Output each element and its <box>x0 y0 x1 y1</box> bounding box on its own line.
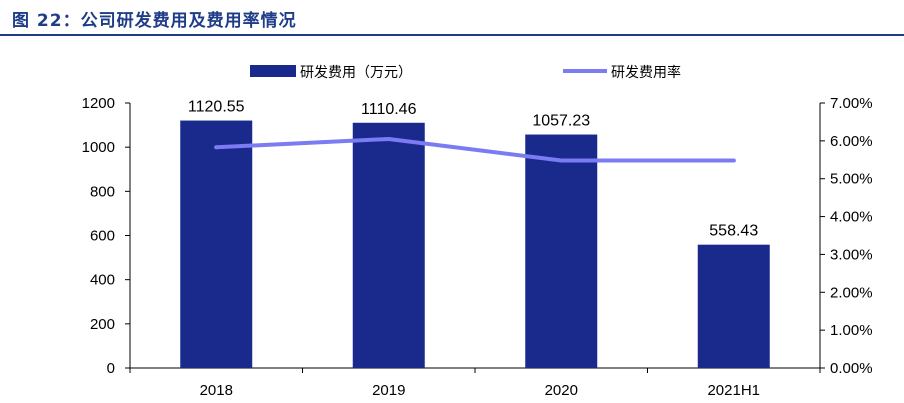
rate-line-path <box>214 136 736 163</box>
rate-point <box>386 136 391 141</box>
x-tick-label: 2021H1 <box>707 382 760 399</box>
bar <box>352 122 425 369</box>
bar <box>180 120 253 368</box>
y-left-tick-label: 200 <box>90 316 115 333</box>
legend: 研发费用（万元） 研发费用率 <box>250 64 681 81</box>
y-right-tick-label: 4.00% <box>830 209 873 226</box>
legend-bar-label: 研发费用（万元） <box>300 65 412 81</box>
y-right-tick-label: 5.00% <box>830 171 873 188</box>
y-left-tick-label: 600 <box>90 228 115 245</box>
y-right-tick-label: 7.00% <box>830 95 873 112</box>
bar-data-label: 1057.23 <box>532 113 590 130</box>
x-tick-label: 2019 <box>372 382 405 399</box>
legend-bar-swatch <box>250 65 296 77</box>
y-right-tick-label: 1.00% <box>830 322 873 339</box>
bar <box>525 134 598 368</box>
legend-line-label: 研发费用率 <box>611 64 681 81</box>
y-right-tick-label: 3.00% <box>830 246 873 263</box>
rate-point <box>214 145 219 150</box>
x-tick-label: 2020 <box>545 382 578 399</box>
bar-data-label: 558.43 <box>709 223 758 240</box>
y-right-tick-label: 6.00% <box>830 133 873 150</box>
bar <box>697 244 770 368</box>
bar-data-label: 1120.55 <box>188 99 245 116</box>
figure-title: 图 22：公司研发费用及费用率情况 <box>12 11 297 31</box>
y-right-tick-label: 0.00% <box>830 360 873 377</box>
y-right-tick-label: 2.00% <box>830 284 873 301</box>
y-left-tick-label: 1000 <box>82 139 115 156</box>
rate-point <box>731 158 736 163</box>
bars: 1120.55 1110.46 1057.23 558.43 <box>180 99 770 369</box>
y-left-tick-label: 0 <box>107 360 115 377</box>
y-left-tick-label: 400 <box>90 272 115 289</box>
axes: 0 200 400 600 800 1000 1200 0.00% 1.00% 2.00% 3.00… <box>82 95 873 399</box>
rate-line <box>214 136 736 163</box>
title-rule <box>0 34 904 36</box>
y-left-tick-label: 1200 <box>82 95 115 112</box>
y-left-tick-label: 800 <box>90 183 115 200</box>
bar-data-label: 1110.46 <box>361 101 417 118</box>
x-tick-label: 2018 <box>200 382 233 399</box>
rate-point <box>559 158 564 163</box>
